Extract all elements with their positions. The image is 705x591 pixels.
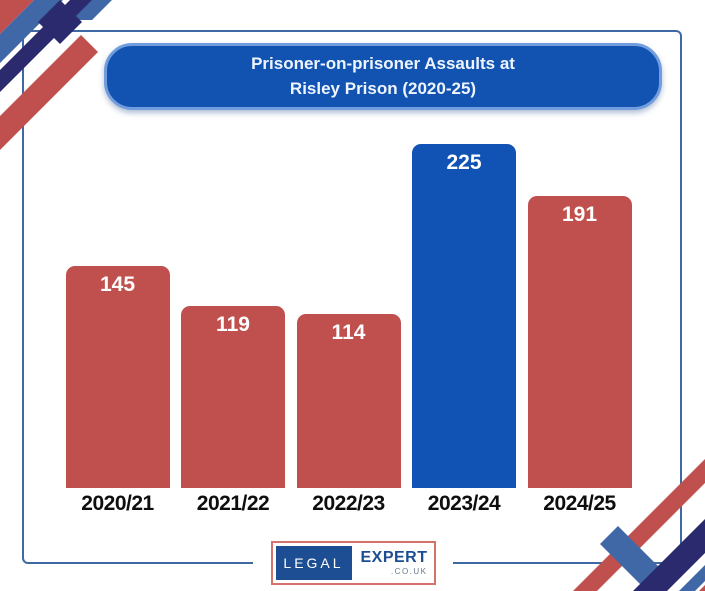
stripe-navy-square	[38, 0, 82, 44]
x-axis-label: 2024/25	[543, 492, 616, 515]
bar-2022/23: 114	[296, 314, 401, 488]
x-axis-label: 2020/21	[81, 492, 154, 515]
bar-value-label: 225	[446, 151, 482, 174]
x-axis-label: 2021/22	[196, 492, 270, 515]
chart-title-line2: Risley Prison (2020-25)	[289, 78, 477, 98]
stripe-red-outer	[573, 459, 705, 591]
x-axis-label: 2022/23	[312, 492, 385, 515]
bar-2021/22: 119	[181, 306, 285, 488]
logo-expert-text: EXPERT	[360, 548, 428, 566]
bar-value-label: 119	[216, 313, 250, 336]
chart-title-line1: Prisoner-on-prisoner Assaults at	[251, 53, 515, 73]
logo-domain-text: .CO.UK	[390, 566, 428, 576]
stripe-red-outer	[0, 35, 98, 150]
corner-ribbon-bottom-right	[573, 459, 705, 591]
logo-card: LEGAL EXPERT .CO.UK	[270, 540, 436, 585]
logo-right-block: EXPERT .CO.UK	[356, 548, 431, 576]
bar-value-label: 191	[561, 203, 598, 226]
bar-2024/25: 191	[527, 196, 632, 488]
bar-2023/24: 225	[412, 144, 516, 488]
stripe-steel-band	[679, 565, 705, 591]
legal-expert-logo: LEGAL EXPERT .CO.UK	[253, 534, 453, 591]
stripe-red-corner	[699, 585, 705, 591]
bar-value-label: 114	[331, 321, 366, 344]
x-axis-label: 2023/24	[427, 492, 501, 515]
stripe-steel-square	[600, 526, 660, 586]
logo-legal-text: LEGAL	[283, 554, 344, 571]
stripe-navy-band	[633, 519, 705, 591]
bar-2020/21: 145	[65, 266, 170, 488]
chart-title-box: Prisoner-on-prisoner Assaults at Risley …	[104, 43, 662, 110]
logo-legal-block: LEGAL	[275, 545, 352, 580]
bar-value-label: 145	[99, 273, 136, 296]
corner-ribbon-top-left	[0, 0, 112, 150]
